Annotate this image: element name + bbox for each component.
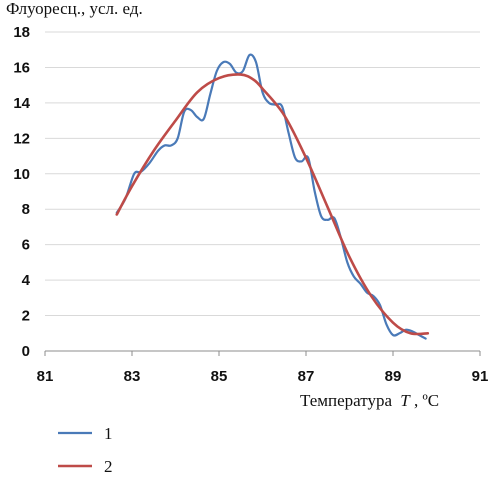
y-tick-label-6: 6 [22,237,30,254]
y-tick-label-12: 12 [13,130,30,147]
y-tick-label-16: 16 [13,59,30,76]
series-line-2 [115,73,430,336]
y-tick-label-0: 0 [22,343,30,360]
series-lines [115,53,430,340]
x-axis-title-var: T [400,391,411,410]
x-axis-title-unit: , ºC [414,391,439,410]
x-tick-label-81: 81 [37,368,54,385]
x-tick-labels: 81 83 85 87 89 91 [37,351,489,385]
y-tick-label-14: 14 [13,95,30,112]
y-tick-label-4: 4 [22,272,31,289]
y-axis-title: Флуоресц., усл. ед. [6,0,143,18]
legend-label-2: 2 [104,457,113,476]
x-tick-label-91: 91 [472,368,489,385]
y-tick-label-10: 10 [13,166,30,183]
x-tick-label-83: 83 [124,368,141,385]
x-axis-title: Температура T , ºC [300,391,439,410]
y-tick-label-2: 2 [22,308,30,325]
x-tick-label-85: 85 [211,368,228,385]
x-axis-title-main: Температура [300,391,392,410]
legend: 12 [58,424,113,476]
y-tick-label-18: 18 [13,24,30,41]
y-tick-labels: 0 2 4 6 8 10 12 14 16 18 [13,24,30,360]
x-tick-label-87: 87 [298,368,315,385]
legend-label-1: 1 [104,424,113,443]
y-tick-label-8: 8 [22,201,30,218]
grid-lines [45,31,480,317]
x-tick-label-89: 89 [385,368,402,385]
